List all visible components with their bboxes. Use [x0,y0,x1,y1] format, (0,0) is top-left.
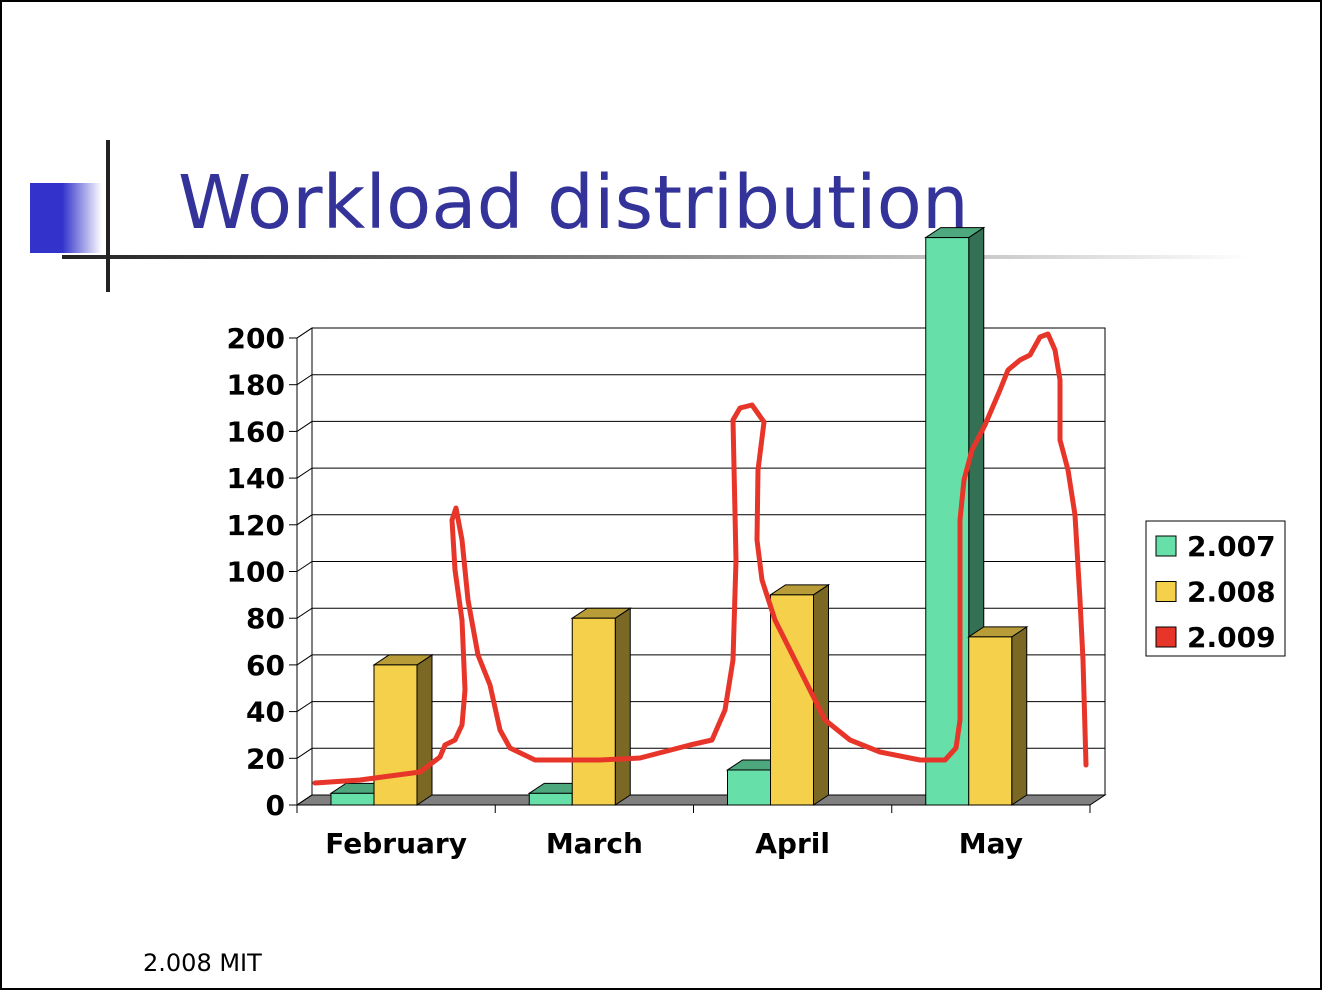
bar [727,769,771,806]
grid-line [296,654,1105,666]
title-square [30,183,102,253]
legend-swatch [1155,581,1177,602]
y-tick-label: 100 [227,556,285,589]
y-tick-label: 200 [227,322,285,355]
y-tick-label: 160 [227,415,285,448]
title-rule [62,255,1252,259]
x-tick-label: March [546,827,643,860]
grid-line [296,747,1105,759]
bar-side [416,653,433,806]
x-tick-label: May [959,827,1023,860]
footer: 2.008 MIT [143,949,262,977]
bar [571,617,616,806]
y-tick-label: 40 [246,696,285,729]
slide-title: Workload distribution [178,160,969,246]
legend-swatch [1155,535,1177,557]
bar-side [1011,625,1028,806]
grid-line [296,561,1105,572]
bar [528,792,573,806]
legend-label: 2.007 [1187,530,1276,563]
x-tick-label: April [755,827,830,860]
y-tick-label: 20 [246,742,285,775]
grid-line [296,420,1105,432]
grid-line [296,701,1105,713]
bar-side [813,583,829,806]
y-tick-label: 0 [266,789,285,822]
annotation-stroke [312,331,1089,786]
y-tick-label: 140 [227,462,285,495]
bar [968,636,1013,806]
y-tick-label: 80 [246,602,285,635]
grid-line [296,514,1105,526]
legend-label: 2.009 [1187,621,1276,654]
y-tick-label: 180 [227,369,285,402]
bar-side [614,607,631,806]
title-bar [106,140,110,292]
legend-swatch [1155,626,1177,648]
grid-line [296,327,1105,339]
grid-line [296,374,1105,386]
bar [330,792,375,806]
x-tick-label: February [325,827,467,860]
y-tick-label: 120 [227,509,285,542]
legend-label: 2.008 [1187,576,1276,609]
grid-line [296,794,1105,806]
bar [373,664,418,806]
grid-line [296,607,1105,619]
grid-line [296,467,1105,479]
y-tick-label: 60 [246,649,285,682]
